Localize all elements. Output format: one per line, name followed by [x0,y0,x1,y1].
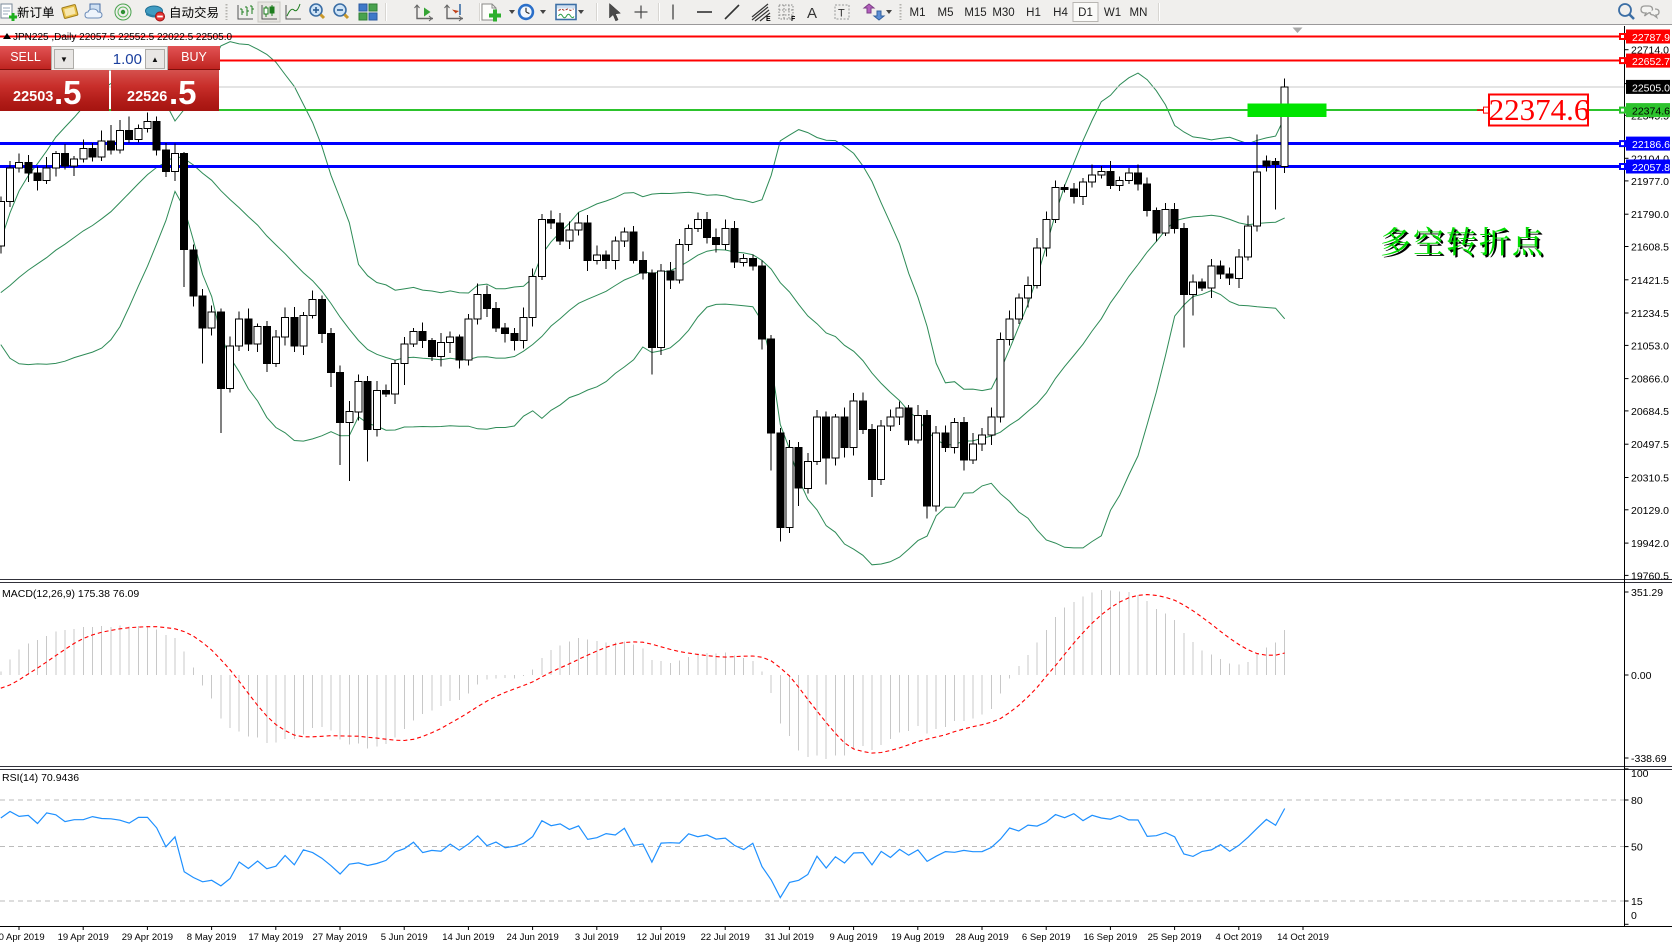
svg-text:MN: MN [1130,7,1148,19]
svg-text:14 Oct 2019: 14 Oct 2019 [1277,932,1329,943]
svg-text:A: A [807,5,817,22]
svg-text:15: 15 [1631,896,1643,908]
svg-text:M30: M30 [992,7,1014,19]
svg-text:19760.5: 19760.5 [1631,570,1669,582]
svg-text:24 Jun 2019: 24 Jun 2019 [506,932,558,943]
svg-text:T: T [838,8,845,20]
svg-text:W1: W1 [1104,7,1121,19]
svg-text:21977.0: 21977.0 [1631,176,1669,188]
svg-text:22505.0: 22505.0 [1632,82,1670,94]
svg-text:6 Sep 2019: 6 Sep 2019 [1022,932,1071,943]
svg-text:16 Sep 2019: 16 Sep 2019 [1083,932,1137,943]
svg-text:0: 0 [1631,910,1637,922]
svg-text:-338.69: -338.69 [1631,753,1667,765]
svg-text:21608.5: 21608.5 [1631,242,1669,254]
svg-text:4 Oct 2019: 4 Oct 2019 [1216,932,1262,943]
svg-text:20497.5: 20497.5 [1631,439,1669,451]
svg-text:RSI(14) 70.9436: RSI(14) 70.9436 [2,772,79,784]
svg-text:21421.5: 21421.5 [1631,275,1669,287]
svg-text:8 May 2019: 8 May 2019 [187,932,237,943]
svg-text:22787.9: 22787.9 [1632,32,1670,44]
svg-text:JPN225 ,Daily 22057.5 22552.5: JPN225 ,Daily 22057.5 22552.5 22022.5 22… [13,32,233,43]
svg-text:25 Sep 2019: 25 Sep 2019 [1148,932,1202,943]
svg-text:20310.5: 20310.5 [1631,473,1669,485]
svg-text:351.29: 351.29 [1631,587,1663,599]
svg-text:H4: H4 [1053,7,1068,19]
svg-text:28 Aug 2019: 28 Aug 2019 [955,932,1008,943]
svg-text:19 Aug 2019: 19 Aug 2019 [891,932,944,943]
svg-text:M15: M15 [964,7,986,19]
svg-text:10 Apr 2019: 10 Apr 2019 [0,932,45,943]
svg-text:M1: M1 [910,7,926,19]
svg-text:E: E [766,16,771,23]
svg-text:12 Jul 2019: 12 Jul 2019 [636,932,685,943]
svg-text:M5: M5 [938,7,954,19]
svg-text:20684.5: 20684.5 [1631,406,1669,418]
svg-text:20866.0: 20866.0 [1631,374,1669,386]
svg-text:21234.5: 21234.5 [1631,308,1669,320]
svg-text:31 Jul 2019: 31 Jul 2019 [765,932,814,943]
svg-text:50: 50 [1631,842,1643,854]
svg-text:22186.6: 22186.6 [1632,139,1670,151]
svg-text:22057.8: 22057.8 [1632,162,1670,174]
svg-text:100: 100 [1631,768,1649,780]
svg-text:MACD(12,26,9) 175.38 76.09: MACD(12,26,9) 175.38 76.09 [2,588,139,600]
svg-text:19 Apr 2019: 19 Apr 2019 [58,932,109,943]
svg-text:19942.0: 19942.0 [1631,538,1669,550]
svg-text:17 May 2019: 17 May 2019 [248,932,303,943]
svg-text:14 Jun 2019: 14 Jun 2019 [442,932,494,943]
svg-text:9 Aug 2019: 9 Aug 2019 [830,932,878,943]
svg-text:21790.0: 21790.0 [1631,209,1669,221]
svg-text:D1: D1 [1078,7,1093,19]
svg-text:20129.0: 20129.0 [1631,505,1669,517]
svg-text:80: 80 [1631,795,1643,807]
svg-text:21053.0: 21053.0 [1631,340,1669,352]
svg-text:22652.7: 22652.7 [1632,56,1670,68]
svg-text:3 Jul 2019: 3 Jul 2019 [575,932,619,943]
svg-text:F: F [791,16,796,23]
svg-text:H1: H1 [1026,7,1041,19]
svg-text:22 Jul 2019: 22 Jul 2019 [701,932,750,943]
svg-text:27 May 2019: 27 May 2019 [313,932,368,943]
svg-text:22374.6: 22374.6 [1489,92,1590,127]
svg-text:29 Apr 2019: 29 Apr 2019 [122,932,173,943]
svg-text:0.00: 0.00 [1631,670,1652,682]
svg-text:22374.6: 22374.6 [1632,106,1670,118]
svg-text:5 Jun 2019: 5 Jun 2019 [381,932,428,943]
